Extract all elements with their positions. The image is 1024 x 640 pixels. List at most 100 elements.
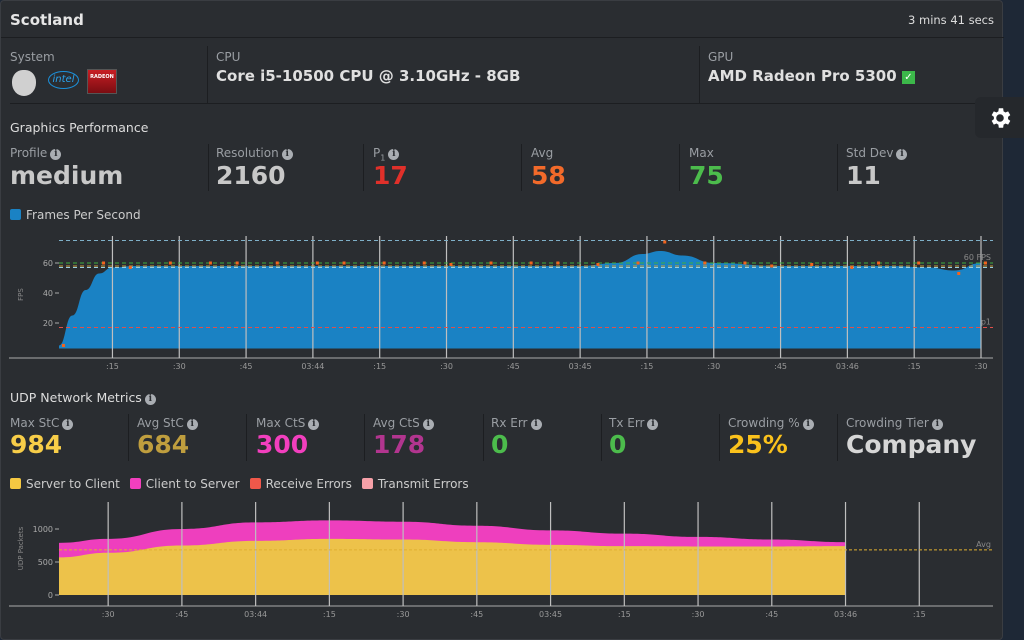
stat-label-text: Rx Err	[491, 416, 528, 430]
fps-sample-point	[957, 272, 961, 275]
info-icon[interactable]: i	[422, 419, 434, 430]
panel-header: Scotland 3 mins 41 secs	[1, 1, 1004, 38]
x-tick-label: :15	[641, 362, 654, 371]
divider	[521, 144, 522, 191]
info-icon[interactable]: i	[186, 419, 198, 430]
x-tick-label: 03:46	[836, 362, 859, 371]
stat-label-text: Profile	[10, 146, 48, 160]
fps-sample-point	[917, 261, 921, 265]
fps-chart: :15:30:45 03:44:15:30:45 03:45:15:30:45 03:…	[9, 236, 993, 371]
x-tick-label: :15	[106, 362, 119, 371]
network-title-text: UDP Network Metrics	[10, 390, 142, 405]
page-title: Scotland	[10, 11, 84, 29]
legend-swatch	[10, 478, 21, 489]
stat-label: Crowding % i	[728, 416, 814, 430]
info-icon[interactable]: i	[388, 149, 400, 160]
fps-sample-point	[342, 261, 346, 265]
info-icon[interactable]: i	[308, 419, 320, 430]
info-icon[interactable]: i	[62, 419, 74, 430]
stat-value: medium	[10, 161, 124, 190]
stat-label-text: Std Dev	[846, 146, 894, 160]
divider	[679, 144, 680, 191]
stat-label: Avg StC i	[137, 416, 198, 430]
x-tick-label: :45	[774, 362, 787, 371]
fps-sample-point	[128, 266, 132, 269]
gear-icon	[991, 107, 1010, 128]
server-to-client-area	[59, 538, 846, 595]
stat-label: Profile i	[10, 146, 62, 160]
stat-value: 684	[137, 430, 190, 459]
stat-label-text: Avg	[531, 146, 554, 160]
x-tick-label: :30	[440, 362, 453, 371]
system-label: System	[10, 50, 55, 64]
reference-label: p1	[981, 318, 991, 327]
legend-item[interactable]: Server to Client	[10, 477, 120, 491]
fps-sample-point	[877, 261, 881, 265]
fps-sample-point	[596, 263, 600, 266]
divider	[128, 414, 129, 461]
x-tick-label: :15	[908, 362, 921, 371]
y-tick-label: 60	[43, 259, 53, 268]
divider	[363, 144, 364, 191]
cpu-label: CPU	[216, 50, 241, 64]
x-tick-label: :45	[507, 362, 520, 371]
fps-sample-point	[315, 261, 319, 265]
stat-value: 17	[373, 161, 408, 190]
stat-value: 2160	[216, 161, 286, 190]
x-tick-label: 03:45	[569, 362, 592, 371]
x-tick-label: :15	[323, 610, 336, 619]
stat-label: P1 i	[373, 146, 400, 162]
divider	[837, 414, 838, 461]
info-icon[interactable]: i	[896, 149, 908, 160]
graphics-section-title: Graphics Performance	[10, 120, 149, 135]
legend-label: Frames Per Second	[26, 207, 141, 222]
gpu-label: GPU	[708, 50, 734, 64]
stat-label: Max	[689, 146, 714, 160]
check-icon: ✓	[901, 71, 915, 84]
fps-sample-point	[235, 261, 239, 265]
y-tick-label: 40	[43, 289, 53, 298]
stat-value: 0	[609, 430, 627, 459]
legend-label: Client to Server	[145, 476, 240, 491]
stat-label-text: Max StC	[10, 416, 60, 430]
info-icon[interactable]: i	[647, 419, 659, 430]
stat-label-text: P	[373, 146, 381, 160]
info-icon[interactable]: i	[281, 149, 293, 160]
apple-logo-fallback	[12, 70, 36, 96]
y-tick-label: 500	[38, 558, 53, 567]
info-icon[interactable]: i	[50, 149, 62, 160]
info-icon[interactable]: i	[802, 419, 814, 430]
x-tick-label: :30	[173, 362, 186, 371]
x-tick-label: 03:45	[539, 610, 562, 619]
fps-sample-point	[529, 261, 533, 265]
fps-sample-point	[663, 240, 667, 244]
x-tick-label: :45	[765, 610, 778, 619]
settings-button[interactable]	[975, 97, 1024, 138]
x-tick-label: :15	[373, 362, 386, 371]
x-tick-label: :45	[175, 610, 188, 619]
legend-item[interactable]: Receive Errors	[249, 477, 352, 491]
legend-item[interactable]: Transmit Errors	[361, 476, 469, 491]
legend-label: Transmit Errors	[377, 476, 469, 491]
divider	[837, 144, 838, 191]
gpu-name: AMD Radeon Pro 5300	[708, 67, 897, 85]
stat-value: 58	[531, 161, 566, 190]
fps-sample-point	[489, 261, 493, 265]
reference-label: Avg	[976, 540, 991, 549]
info-icon[interactable]: i	[530, 419, 542, 430]
stat-label: Max StC i	[10, 416, 74, 430]
x-tick-label: :30	[397, 610, 410, 619]
legend-item[interactable]: Frames Per Second	[10, 208, 141, 222]
legend-item[interactable]: Client to Server	[129, 476, 240, 491]
radeon-logo: RADEON	[87, 69, 117, 94]
stat-value: Company	[846, 430, 977, 459]
x-tick-label: :30	[975, 362, 988, 371]
y-tick-label: 20	[43, 319, 53, 328]
stat-label: Tx Err i	[609, 416, 659, 430]
divider	[246, 414, 247, 461]
divider	[208, 144, 209, 191]
info-icon[interactable]: i	[931, 419, 943, 430]
info-icon[interactable]: i	[144, 394, 156, 405]
stat-label-text: Avg StC	[137, 416, 184, 430]
